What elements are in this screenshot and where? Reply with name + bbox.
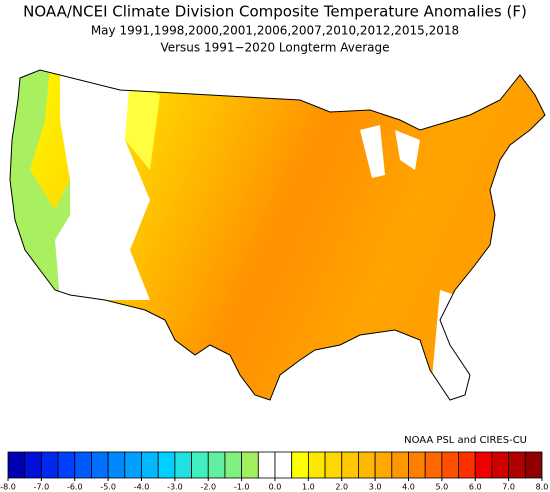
colorbar-tick-label: -3.0 [167, 483, 183, 492]
white-region [45, 70, 150, 300]
colorbar-tick-label: 0.0 [269, 483, 282, 492]
colorbar-box [491, 451, 510, 479]
colorbar-tick-label: 7.0 [502, 483, 515, 492]
colorbar-box [141, 451, 159, 479]
colorbar-box [358, 451, 376, 479]
colorbar-box [324, 451, 343, 479]
note: Versus 1991−2020 Longterm Average [160, 41, 389, 55]
colorbar-tick-label: 1.0 [302, 483, 315, 492]
colorbar-box [174, 451, 192, 479]
colorbar-box [57, 451, 76, 479]
colorbar-box [24, 451, 42, 479]
us-map [10, 70, 545, 400]
colorbar-tick-label: -2.0 [200, 483, 216, 492]
colorbar-box [307, 451, 326, 479]
colorbar-box [291, 451, 309, 479]
colorbar-box [391, 451, 409, 479]
colorbar-box [474, 451, 493, 479]
colorbar-box [74, 451, 92, 479]
colorbar-tick-label: 4.0 [402, 483, 415, 492]
colorbar-tick-label: 5.0 [436, 483, 449, 492]
colorbar-box [374, 451, 393, 479]
colorbar-box [524, 451, 543, 479]
great-lakes [360, 125, 420, 178]
colorbar-box [508, 451, 526, 479]
colorbar-box [107, 451, 126, 479]
colorbar-box [341, 451, 359, 479]
colorbar-box [191, 451, 209, 479]
colorbar-box [157, 451, 176, 479]
colorbar-box [274, 451, 293, 479]
colorbar-box [91, 451, 109, 479]
colorbar: -8.0 -7.0 -6.0 -5.0 -4.0 -3.0 -2.0 -1.0 0.0 1.0 2.… [0, 451, 549, 492]
colorbar-box [424, 451, 443, 479]
colorbar-box [458, 451, 476, 479]
colorbar-tick-label: -1.0 [234, 483, 250, 492]
colorbar-tick-label: -4.0 [134, 483, 150, 492]
credit: NOAA PSL and CIRES-CU [404, 435, 527, 446]
colorbar-box [408, 451, 426, 479]
colorbar-tick-label: 2.0 [335, 483, 348, 492]
colorbar-box [40, 451, 59, 479]
colorbar-tick-label: 6.0 [469, 483, 482, 492]
colorbar-tick-label: -6.0 [67, 483, 83, 492]
colorbar-box [124, 451, 142, 479]
colorbar-box [207, 451, 226, 479]
colorbar-box [241, 451, 259, 479]
yellow-region [125, 80, 160, 170]
colorbar-tick-label: -5.0 [100, 483, 116, 492]
colorbar-box [7, 451, 26, 479]
colorbar-box [441, 451, 459, 479]
subtitle: May 1991,1998,2000,2001,2006,2007,2010,2… [91, 24, 459, 38]
title: NOAA/NCEI Climate Division Composite Tem… [23, 3, 527, 21]
colorbar-tick-label: -7.0 [34, 483, 50, 492]
colorbar-tick-label: 3.0 [369, 483, 382, 492]
colorbar-box [257, 451, 276, 479]
colorbar-tick-label: -8.0 [0, 483, 16, 492]
colorbar-tick-label: 8.0 [536, 483, 549, 492]
colorbar-box [224, 451, 243, 479]
